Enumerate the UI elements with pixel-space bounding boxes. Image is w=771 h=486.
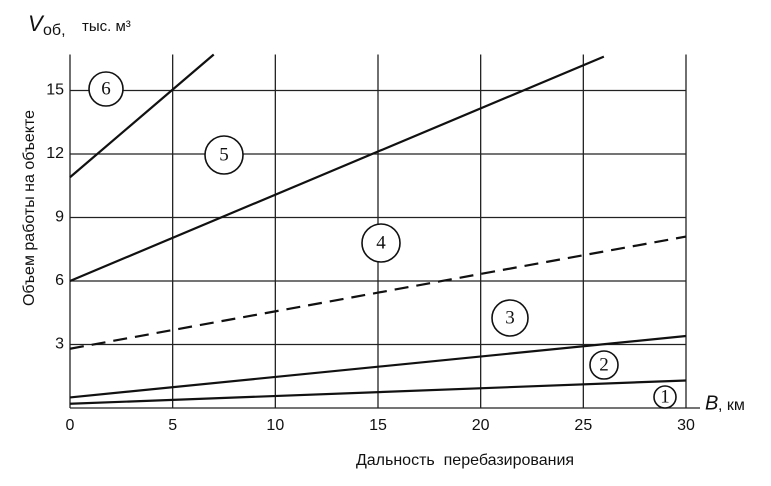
y-tick-label: 12 (46, 145, 64, 162)
annotation-circle (653, 385, 677, 409)
x-symbol: B (705, 392, 718, 414)
annotation-label: 4 (376, 232, 386, 253)
annotation-circle (361, 223, 401, 263)
y-symbol: V (28, 11, 45, 36)
x-unit: , км (718, 397, 745, 414)
x-tick-label: 10 (266, 417, 284, 434)
series-line (69, 55, 605, 283)
annotation-label: 5 (219, 144, 229, 165)
annotation-circle (589, 350, 619, 380)
x-tick-label: 5 (168, 417, 177, 434)
x-tick-label: 20 (472, 417, 490, 434)
y-tick-label: 15 (46, 82, 64, 99)
y-tick-label: 6 (55, 272, 64, 289)
annotation-label: 2 (599, 354, 609, 375)
series-line (69, 379, 687, 405)
annotation-label: 1 (660, 386, 670, 407)
x-tick-label: 30 (677, 417, 695, 434)
series-line (69, 235, 687, 350)
y-tick-label: 3 (55, 336, 64, 353)
annotation-label: 6 (101, 78, 111, 99)
annotation-label: 3 (505, 307, 515, 328)
x-axis-label: Дальность перебазирования (356, 452, 574, 469)
y-symbol-sub: об, (43, 22, 66, 39)
x-tick-label: 25 (574, 417, 592, 434)
annotation-circle (204, 135, 244, 175)
series-line (69, 334, 687, 399)
x-tick-label: 15 (369, 417, 387, 434)
y-tick-label: 9 (55, 209, 64, 226)
x-tick-label: 0 (66, 417, 75, 434)
y-unit: тыс. м³ (82, 18, 131, 35)
y-axis-label: Объем работы на объекте (21, 110, 38, 306)
series-line (69, 53, 215, 179)
annotation-circle (88, 71, 124, 107)
annotation-circle (491, 299, 529, 337)
